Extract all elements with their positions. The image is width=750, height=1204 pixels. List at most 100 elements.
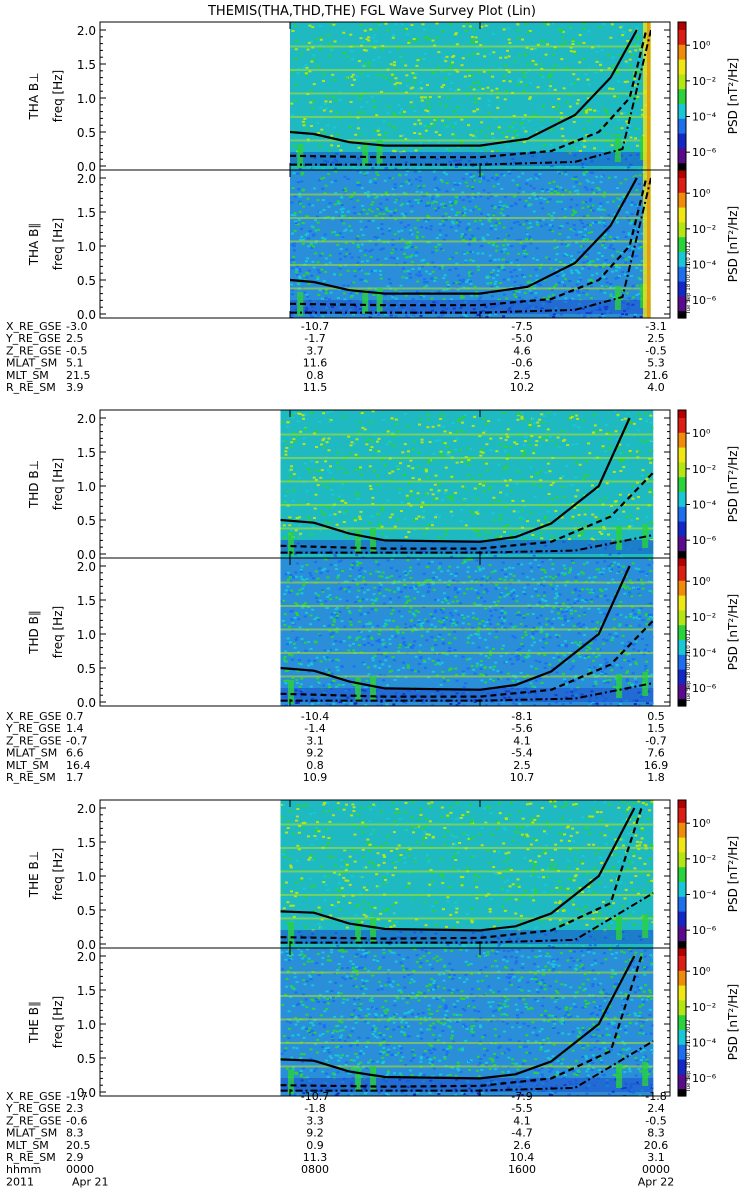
ephemeris-value: 4.0 xyxy=(647,381,665,394)
ephemeris-row-label: MLT_SM xyxy=(6,1139,49,1152)
ephemeris-value: -1.4 xyxy=(304,722,325,735)
ephemeris-row-label: MLT_SM xyxy=(6,369,49,382)
ephemeris-value: 0.8 xyxy=(306,369,324,382)
ephemeris-row-label: X_RE_GSE xyxy=(6,710,62,723)
ephemeris-row-label: R_RE_SM xyxy=(6,1151,56,1164)
ephemeris-value: 1.8 xyxy=(647,771,665,784)
y-tick-label: 2.0 xyxy=(77,560,96,574)
ephemeris-row-label: hhmm xyxy=(6,1163,41,1176)
colorbar-tick-label: 10⁻⁶ xyxy=(692,682,717,695)
y-tick-label: 0.0 xyxy=(77,696,96,710)
ephemeris-value: 0.8 xyxy=(306,759,324,772)
figure-title: THEMIS(THA,THD,THE) FGL Wave Survey Plot… xyxy=(207,4,536,19)
y-tick-label: 2.0 xyxy=(77,802,96,816)
colorbar-tick-label: 10⁰ xyxy=(692,187,711,200)
ephemeris-value: 0.9 xyxy=(306,1139,324,1152)
colorbar-tick-label: 10⁻⁴ xyxy=(692,111,717,124)
y-tick-label: 1.5 xyxy=(77,984,96,998)
ephemeris-value: 3.7 xyxy=(306,344,324,357)
ephemeris-value: 9.2 xyxy=(306,1127,324,1140)
ephemeris-value: 2.5 xyxy=(66,332,84,345)
freq-axis-label: freq [Hz] xyxy=(51,218,65,270)
ephemeris-value: -5.5 xyxy=(511,1102,532,1115)
ephemeris-value: -1.7 xyxy=(66,1090,87,1103)
y-tick-label: 2.0 xyxy=(77,172,96,186)
colorbar-tick-label: 10⁻⁶ xyxy=(692,146,717,159)
ephemeris-value: 8.3 xyxy=(66,1127,84,1140)
colorbar-tick-label: 10⁻² xyxy=(692,853,716,866)
ephemeris-row-label: X_RE_GSE xyxy=(6,1090,62,1103)
ephemeris-value: 16.4 xyxy=(66,759,91,772)
ephemeris-value: -0.7 xyxy=(645,734,666,747)
colorbar-label: PSD [nT²/Hz] xyxy=(726,58,740,134)
colorbar-tick-label: 10⁰ xyxy=(692,575,711,588)
ephemeris-value: 0000 xyxy=(66,1163,94,1176)
ephemeris-value: -7.9 xyxy=(511,1090,532,1103)
panel-ylabel: THD B∥ xyxy=(27,610,41,655)
colorbar-tick-label: 10⁻⁶ xyxy=(692,924,717,937)
y-tick-label: 1.0 xyxy=(77,92,96,106)
colorbar-tick-label: 10⁰ xyxy=(692,39,711,52)
generation-stamp: Tue Sep 18 00:12:10 2012 xyxy=(686,242,692,315)
ephemeris-value: -5.4 xyxy=(511,747,532,760)
ephemeris-value: 8.3 xyxy=(647,1127,665,1140)
ephemeris-value: 2.3 xyxy=(66,1102,84,1115)
colorbar-tick-label: 10⁻⁶ xyxy=(692,1072,717,1085)
panel-ylabel: THA B⊥ xyxy=(27,72,41,120)
ephemeris-row-label: Z_RE_GSE xyxy=(6,1114,62,1127)
ephemeris-row-label: Z_RE_GSE xyxy=(6,734,62,747)
colorbar-label: PSD [nT²/Hz] xyxy=(726,206,740,282)
ephemeris-value: -0.7 xyxy=(66,734,87,747)
panel-ylabel: THE B∥ xyxy=(27,1001,41,1044)
y-tick-label: 1.5 xyxy=(77,206,96,220)
ephemeris-value: -10.7 xyxy=(301,1090,329,1103)
ephemeris-value: 5.3 xyxy=(647,357,665,370)
ephemeris-value: -3.1 xyxy=(645,320,666,333)
colorbar-tick-label: 10⁰ xyxy=(692,965,711,978)
colorbar-tick-label: 10⁰ xyxy=(692,427,711,440)
spectrogram-image xyxy=(290,170,653,320)
ephemeris-value: 1600 xyxy=(508,1163,536,1176)
ephemeris-value: 16.9 xyxy=(644,759,669,772)
colorbar-tick-label: 10⁰ xyxy=(692,817,711,830)
ephemeris-value: -1.7 xyxy=(304,332,325,345)
ephemeris-value: -7.5 xyxy=(511,320,532,333)
colorbar-tick-label: 10⁻⁴ xyxy=(692,259,717,272)
ephemeris-value: 4.6 xyxy=(513,344,531,357)
ephemeris-value: -0.6 xyxy=(66,1114,87,1127)
ephemeris-value: 2.5 xyxy=(647,332,665,345)
ephemeris-value: -0.5 xyxy=(645,344,666,357)
ephemeris-value: 2.5 xyxy=(513,759,531,772)
ephemeris-row-label: MLAT_SM xyxy=(6,747,57,760)
colorbar-tick-label: 10⁻² xyxy=(692,223,716,236)
colorbar-tick-label: 10⁻⁴ xyxy=(692,1037,717,1050)
ephemeris-value: 21.5 xyxy=(66,369,91,382)
spectrogram-image xyxy=(290,22,654,172)
colorbar-tick-label: 10⁻² xyxy=(692,1001,716,1014)
ephemeris-value: 20.5 xyxy=(66,1139,91,1152)
panel-ylabel: THD B⊥ xyxy=(27,460,41,509)
ephemeris-value: 2.5 xyxy=(513,369,531,382)
ephemeris-value: 10.2 xyxy=(510,381,535,394)
y-tick-label: 2.0 xyxy=(77,950,96,964)
ephemeris-row-label: MLAT_SM xyxy=(6,1127,57,1140)
ephemeris-row-label: 2011 xyxy=(6,1175,34,1188)
ephemeris-value: 5.1 xyxy=(66,357,84,370)
ephemeris-value: -4.7 xyxy=(511,1127,532,1140)
ephemeris-value: 3.1 xyxy=(647,1151,665,1164)
y-tick-label: 1.0 xyxy=(77,628,96,642)
colorbar-label: PSD [nT²/Hz] xyxy=(726,594,740,670)
ephemeris-value: 11.6 xyxy=(303,357,328,370)
ephemeris-value: 21.6 xyxy=(644,369,669,382)
freq-axis-label: freq [Hz] xyxy=(51,458,65,510)
colorbar-tick-label: 10⁻² xyxy=(692,75,716,88)
colorbar-tick-label: 10⁻⁴ xyxy=(692,889,717,902)
ephemeris-value: 0.7 xyxy=(66,710,84,723)
ephemeris-value: 4.1 xyxy=(513,734,531,747)
ephemeris-value: -0.5 xyxy=(645,1114,666,1127)
